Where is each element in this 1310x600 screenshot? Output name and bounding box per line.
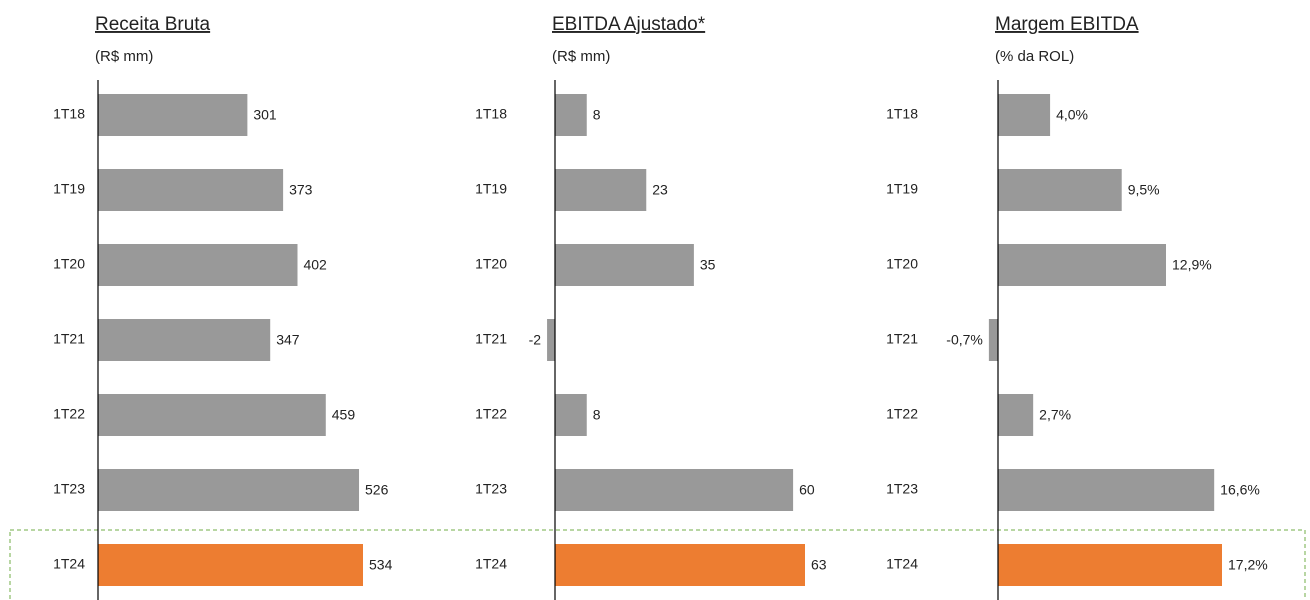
bar bbox=[98, 319, 271, 361]
value-label: -2 bbox=[529, 332, 542, 348]
bar bbox=[98, 469, 360, 511]
chart-subtitle: (% da ROL) bbox=[995, 48, 1074, 65]
bar bbox=[547, 319, 555, 361]
value-label: 459 bbox=[332, 407, 356, 423]
bar bbox=[98, 94, 248, 136]
bar bbox=[98, 544, 363, 586]
value-label: 63 bbox=[811, 557, 827, 573]
value-label: 8 bbox=[593, 107, 601, 123]
category-label: 1T19 bbox=[475, 181, 507, 197]
bar bbox=[998, 394, 1034, 436]
bar bbox=[998, 544, 1222, 586]
value-label: 301 bbox=[253, 107, 277, 123]
category-label: 1T18 bbox=[475, 106, 507, 122]
bar bbox=[998, 469, 1215, 511]
value-label: 60 bbox=[799, 482, 815, 498]
chart-title: EBITDA Ajustado* bbox=[552, 14, 706, 35]
bar bbox=[998, 94, 1051, 136]
value-label: 2,7% bbox=[1039, 407, 1071, 423]
bar bbox=[555, 94, 587, 136]
bar bbox=[98, 394, 326, 436]
value-label: 347 bbox=[276, 332, 300, 348]
bar bbox=[998, 169, 1122, 211]
bar bbox=[998, 244, 1166, 286]
category-label: 1T20 bbox=[886, 256, 918, 272]
category-label: 1T23 bbox=[475, 481, 507, 497]
chart-title: Receita Bruta bbox=[95, 14, 211, 35]
value-label: 373 bbox=[289, 182, 313, 198]
category-label: 1T23 bbox=[53, 481, 85, 497]
bar bbox=[988, 319, 998, 361]
value-label: 16,6% bbox=[1220, 482, 1260, 498]
chart-subtitle: (R$ mm) bbox=[95, 48, 153, 65]
category-label: 1T20 bbox=[53, 256, 85, 272]
bar bbox=[555, 469, 794, 511]
category-label: 1T21 bbox=[53, 331, 85, 347]
chart-title: Margem EBITDA bbox=[995, 14, 1139, 35]
category-label: 1T20 bbox=[475, 256, 507, 272]
value-label: 12,9% bbox=[1172, 257, 1212, 273]
category-label: 1T24 bbox=[53, 556, 85, 572]
category-label: 1T18 bbox=[53, 106, 85, 122]
category-label: 1T21 bbox=[475, 331, 507, 347]
category-label: 1T24 bbox=[475, 556, 507, 572]
bar bbox=[555, 169, 647, 211]
bar bbox=[98, 169, 284, 211]
value-label: 402 bbox=[303, 257, 327, 273]
value-label: 526 bbox=[365, 482, 389, 498]
value-label: 4,0% bbox=[1056, 107, 1088, 123]
bar bbox=[555, 394, 587, 436]
highlight-box bbox=[9, 529, 1306, 600]
chart-subtitle: (R$ mm) bbox=[552, 48, 610, 65]
value-label: 23 bbox=[652, 182, 668, 198]
category-label: 1T22 bbox=[475, 406, 507, 422]
category-label: 1T19 bbox=[886, 181, 918, 197]
category-label: 1T22 bbox=[886, 406, 918, 422]
value-label: 35 bbox=[700, 257, 716, 273]
category-label: 1T18 bbox=[886, 106, 918, 122]
category-label: 1T19 bbox=[53, 181, 85, 197]
bar bbox=[555, 544, 805, 586]
value-label: 9,5% bbox=[1128, 182, 1160, 198]
value-label: 534 bbox=[369, 557, 393, 573]
category-label: 1T24 bbox=[886, 556, 918, 572]
value-label: 8 bbox=[593, 407, 601, 423]
value-label: -0,7% bbox=[946, 332, 983, 348]
bar bbox=[98, 244, 298, 286]
category-label: 1T22 bbox=[53, 406, 85, 422]
category-label: 1T23 bbox=[886, 481, 918, 497]
value-label: 17,2% bbox=[1228, 557, 1268, 573]
bar bbox=[555, 244, 694, 286]
category-label: 1T21 bbox=[886, 331, 918, 347]
